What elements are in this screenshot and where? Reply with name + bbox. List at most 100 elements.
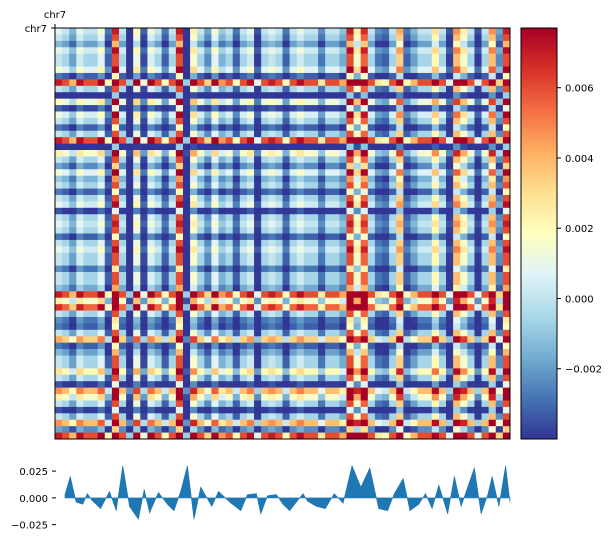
heatmap-cell (118, 297, 127, 305)
heatmap-cell (69, 150, 77, 157)
heatmap-cell (460, 278, 468, 286)
heatmap-cell (424, 66, 433, 74)
heatmap-cell (69, 111, 77, 119)
heatmap-cell (346, 406, 354, 414)
heatmap-cell (261, 143, 269, 151)
heatmap-cell (382, 374, 390, 382)
heatmap-cell (303, 201, 312, 209)
heatmap-cell (62, 214, 70, 221)
heatmap-cell (488, 85, 497, 93)
heatmap-cell (446, 137, 454, 144)
heatmap-cell (502, 47, 511, 55)
heatmap-cell (438, 297, 447, 305)
heatmap-cell (495, 342, 504, 350)
heatmap-cell (346, 60, 354, 67)
heatmap-cell (168, 246, 177, 254)
heatmap-cell (417, 47, 426, 55)
heatmap-cell (389, 111, 397, 119)
heatmap-cell (339, 188, 347, 196)
heatmap-cell (55, 355, 63, 363)
heatmap-cell (261, 220, 269, 228)
heatmap-cell (133, 342, 141, 350)
heatmap-cell (218, 239, 226, 247)
heatmap-cell (268, 34, 276, 42)
heatmap-cell (318, 310, 326, 318)
heatmap-cell (374, 117, 383, 125)
heatmap-cell (161, 387, 170, 395)
heatmap-cell (261, 194, 269, 202)
heatmap-cell (161, 252, 170, 260)
heatmap-cell (424, 162, 433, 170)
heatmap-cell (246, 374, 255, 382)
heatmap-cell (104, 227, 113, 234)
heatmap-cell (289, 323, 298, 331)
heatmap-cell (225, 117, 234, 125)
heatmap-cell (332, 143, 340, 151)
heatmap-cell (367, 143, 376, 151)
heatmap-cell (76, 175, 84, 183)
heatmap-cell (118, 150, 127, 157)
heatmap-cell (76, 278, 84, 286)
heatmap-cell (239, 284, 248, 292)
heatmap-cell (211, 105, 219, 112)
heatmap-cell (97, 130, 106, 138)
heatmap-cell (438, 175, 447, 183)
heatmap-cell (97, 323, 106, 331)
heatmap-cell (204, 92, 212, 99)
heatmap-cell (83, 207, 91, 215)
heatmap-cell (289, 233, 298, 241)
heatmap-cell (325, 143, 333, 151)
heatmap-cell (346, 105, 354, 112)
heatmap-cell (133, 47, 141, 55)
heatmap-cell (239, 278, 248, 286)
heatmap-cell (403, 60, 411, 67)
heatmap-cell (126, 137, 134, 144)
heatmap-cell (69, 137, 77, 144)
heatmap-cell (211, 28, 219, 35)
heatmap-cell (282, 182, 290, 189)
heatmap-cell (62, 278, 70, 286)
heatmap-cell (410, 117, 418, 125)
heatmap-cell (218, 60, 226, 67)
heatmap-cell (303, 419, 312, 427)
heatmap-cell (353, 130, 362, 138)
heatmap-cell (467, 28, 475, 35)
heatmap-cell (318, 47, 326, 55)
heatmap-cell (246, 413, 255, 421)
heatmap-cell (410, 316, 418, 324)
heatmap-cell (438, 98, 447, 106)
heatmap-cell (161, 214, 170, 221)
heatmap-cell (318, 117, 326, 125)
heatmap-cell (268, 117, 276, 125)
heatmap-cell (481, 355, 490, 363)
heatmap-cell (254, 214, 262, 221)
heatmap-cell (289, 98, 298, 106)
heatmap-cell (97, 413, 106, 421)
heatmap-cell (453, 182, 461, 189)
heatmap-cell (332, 304, 340, 311)
heatmap-cell (325, 188, 333, 196)
heatmap-cell (403, 413, 411, 421)
heatmap-cell (111, 355, 120, 363)
heatmap-cell (147, 175, 155, 183)
heatmap-cell (474, 111, 482, 119)
heatmap-cell (168, 34, 177, 42)
heatmap-cell (488, 355, 497, 363)
heatmap-cell (232, 79, 241, 87)
heatmap-cell (282, 40, 290, 48)
heatmap-cell (453, 316, 461, 324)
heatmap-cell (453, 368, 461, 376)
heatmap-cell (403, 368, 411, 376)
heatmap-cell (453, 426, 461, 433)
heatmap-cell (154, 143, 162, 151)
heatmap-cell (154, 72, 162, 80)
heatmap-cell (446, 233, 454, 241)
heatmap-cell (282, 66, 290, 74)
heatmap-cell (140, 336, 148, 344)
heatmap-cell (360, 85, 369, 93)
heatmap-cell (218, 66, 226, 74)
heatmap-cell (168, 252, 177, 260)
heatmap-cell (410, 361, 418, 369)
heatmap-cell (232, 117, 241, 125)
heatmap-cell (396, 316, 404, 324)
